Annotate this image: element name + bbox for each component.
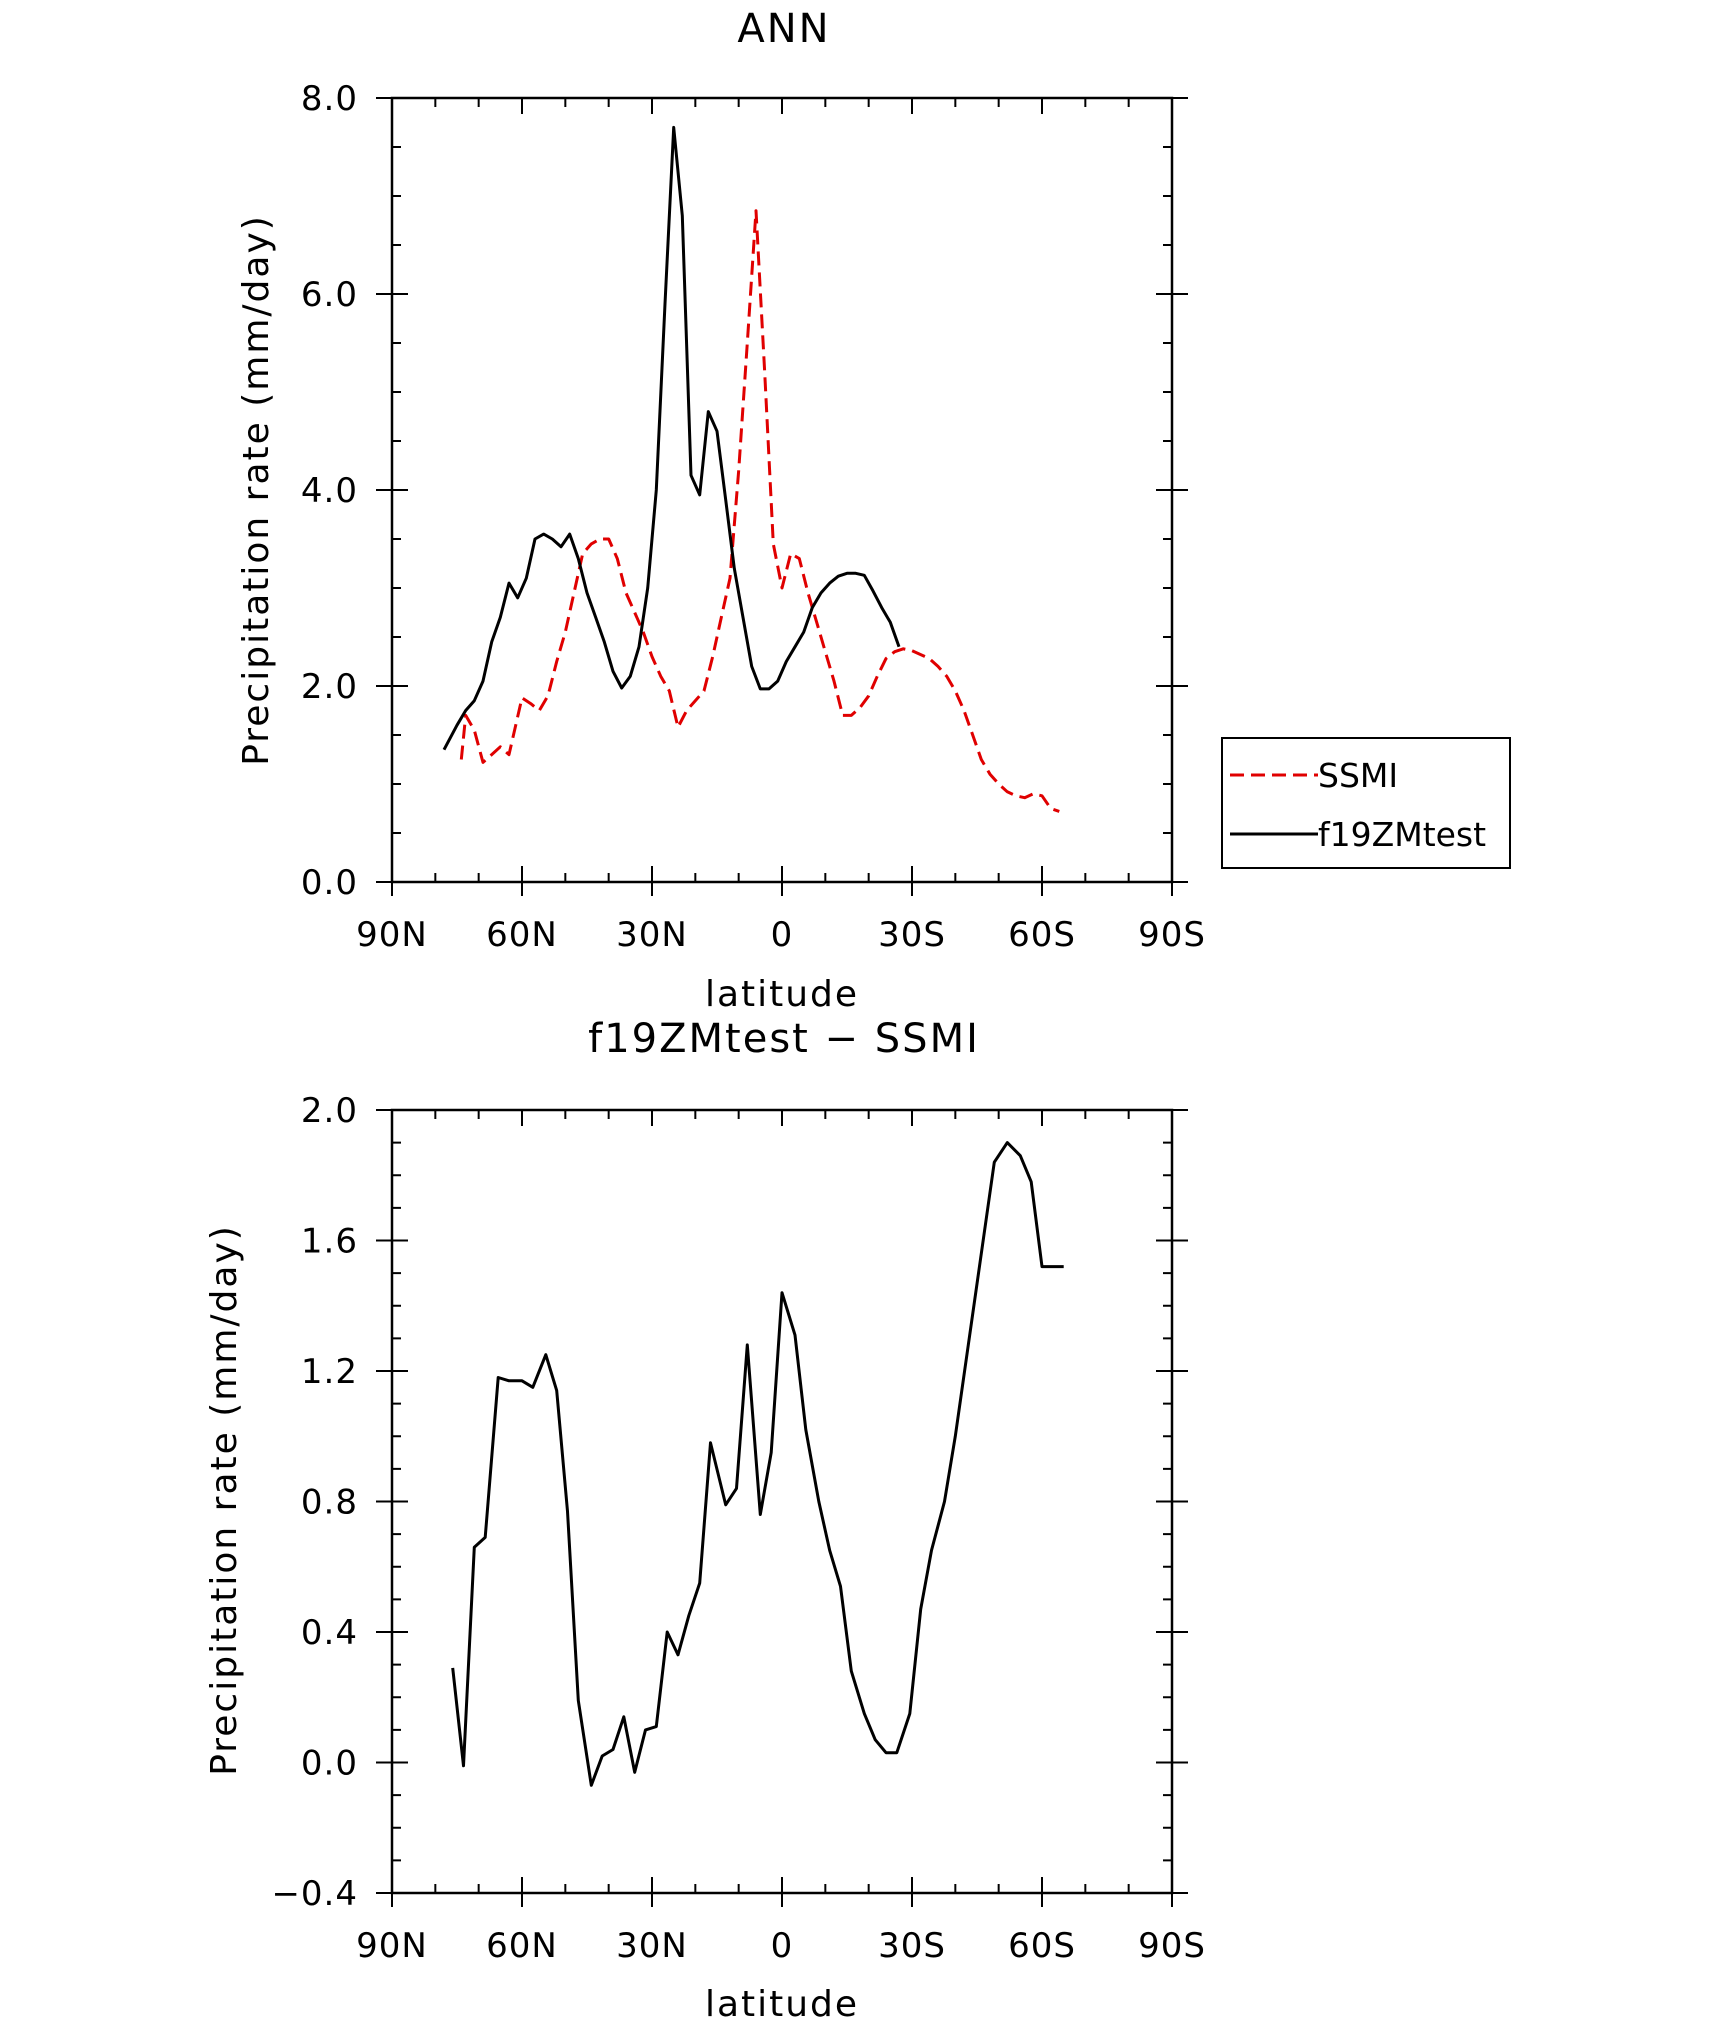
legend-box: [1221, 737, 1511, 869]
x-tick-label: 60S: [1008, 1926, 1076, 1966]
series-lines: [451, 1141, 1064, 1787]
y-tick-label: 1.6: [301, 1222, 358, 1262]
plot-frame: [390, 96, 1174, 884]
chart-panel-difference: f19ZMtest − SSMI 90N 60N 30N 0 30S 60S 90S −0.…: [204, 1016, 1206, 2021]
x-tick-label: 30S: [878, 1926, 946, 1966]
chart-title: ANN: [737, 6, 830, 52]
legend: SSMI f19ZMtest: [1221, 737, 1511, 869]
x-axis-label: latitude: [705, 974, 859, 1015]
legend-label-f19zmtest: f19ZMtest: [1318, 815, 1486, 854]
tick-marks: [376, 1109, 1188, 1907]
y-tick-label: 1.2: [301, 1352, 358, 1392]
series-line-f19zmtest: [442, 125, 901, 751]
series-line-difference: [451, 1141, 1064, 1787]
x-tick-label: 30N: [616, 915, 688, 955]
x-tick-labels: 90N 60N 30N 0 30S 60S 90S: [356, 915, 1206, 955]
x-tick-label: 0: [771, 915, 794, 955]
y-tick-label: 6.0: [301, 275, 358, 315]
x-tick-label: 30N: [616, 1926, 688, 1966]
plot-frame: [390, 1108, 1174, 1895]
x-tick-label: 90N: [356, 1926, 428, 1966]
x-tick-label: 0: [771, 1926, 794, 1966]
y-tick-label: 2.0: [301, 667, 358, 707]
y-tick-label: 0.4: [301, 1613, 358, 1653]
x-tick-labels: 90N 60N 30N 0 30S 60S 90S: [356, 1926, 1206, 1966]
x-axis-label: latitude: [705, 1984, 859, 2021]
tick-marks: [376, 97, 1188, 896]
y-tick-label: 8.0: [301, 79, 358, 119]
y-axis-label: Precipitation rate (mm/day): [236, 214, 277, 766]
y-tick-labels: −0.4 0.0 0.4 0.8 1.2 1.6 2.0: [271, 1091, 358, 1914]
legend-label-ssmi: SSMI: [1318, 756, 1398, 795]
series-line-ssmi: [459, 209, 1060, 813]
series-lines: [442, 125, 1060, 813]
x-tick-label: 60N: [486, 915, 558, 955]
x-tick-label: 90S: [1138, 915, 1206, 955]
x-tick-label: 60N: [486, 1926, 558, 1966]
y-tick-label: 0.8: [301, 1483, 358, 1523]
y-tick-label: 0.0: [301, 1744, 358, 1784]
chart-title: f19ZMtest − SSMI: [588, 1016, 980, 1062]
x-tick-label: 90S: [1138, 1926, 1206, 1966]
y-tick-label: −0.4: [271, 1874, 358, 1914]
x-tick-label: 30S: [878, 915, 946, 955]
y-tick-labels: 0.0 2.0 4.0 6.0 8.0: [301, 79, 358, 903]
chart-panel-ann: ANN 90N 60N 30N 0 30S 60S 90S 0.02.04.06.08.0 …: [236, 6, 1206, 1015]
x-tick-label: 90N: [356, 915, 428, 955]
y-tick-label: 4.0: [301, 471, 358, 511]
y-tick-label: 2.0: [301, 1091, 358, 1131]
y-axis-label: Precipitation rate (mm/day): [204, 1224, 245, 1776]
y-tick-label: 0.0: [301, 863, 358, 903]
x-tick-label: 60S: [1008, 915, 1076, 955]
